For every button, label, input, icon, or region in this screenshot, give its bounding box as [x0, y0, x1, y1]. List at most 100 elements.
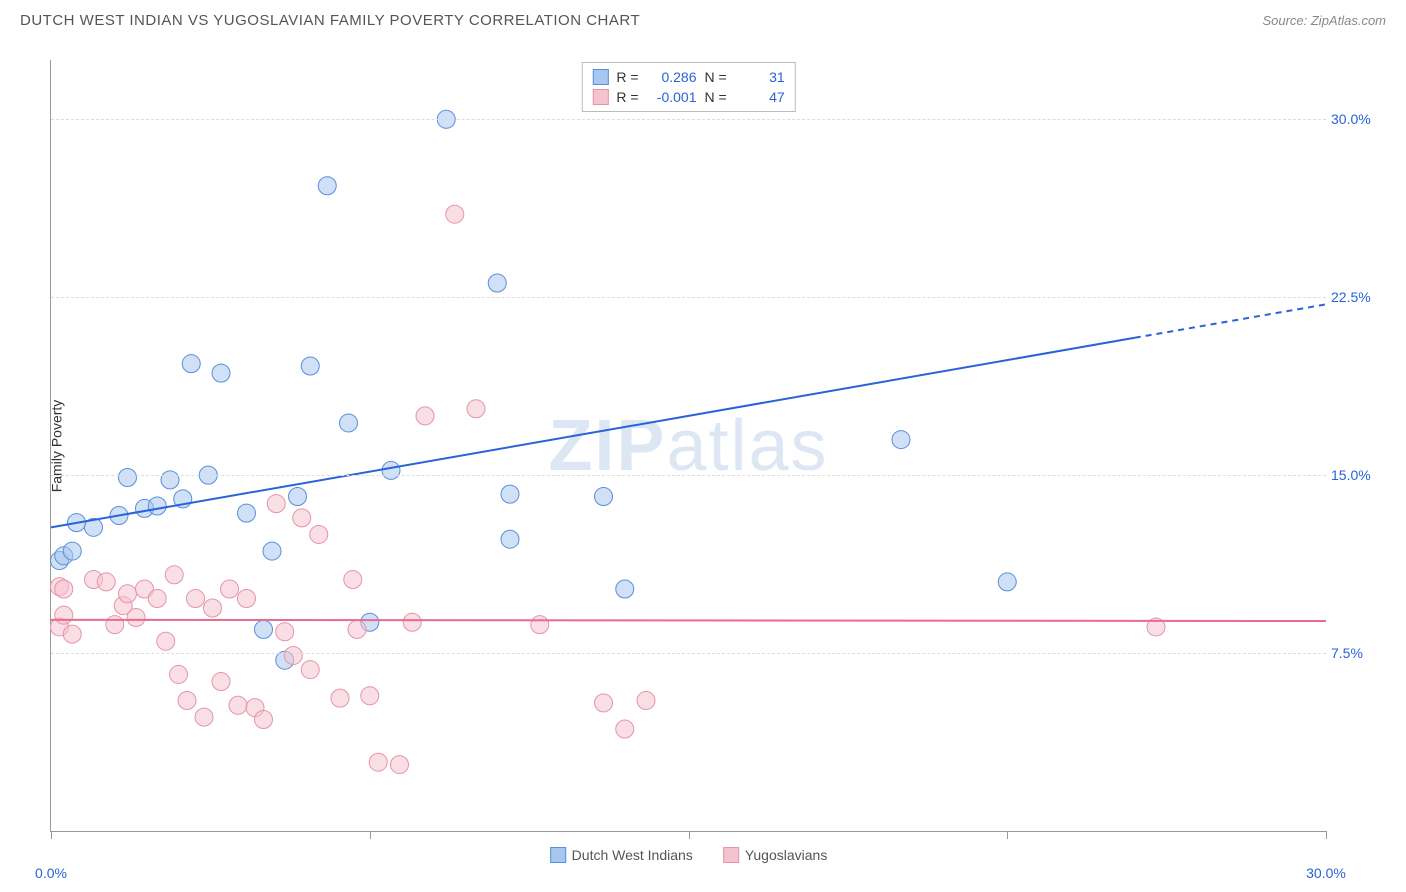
data-point: [310, 525, 328, 543]
y-tick-label: 30.0%: [1331, 111, 1386, 127]
n-label: N =: [705, 89, 727, 105]
y-tick-label: 7.5%: [1331, 645, 1386, 661]
data-point: [361, 687, 379, 705]
r-value-series1: 0.286: [647, 69, 697, 85]
data-point: [161, 471, 179, 489]
plot-area: ZIPatlas R = 0.286 N = 31 R = -0.001 N =…: [50, 60, 1326, 832]
legend-item-series2: Yugoslavians: [723, 847, 828, 863]
x-tick: [51, 831, 52, 839]
data-point: [467, 400, 485, 418]
data-point: [301, 357, 319, 375]
r-label: R =: [616, 69, 638, 85]
grid-line: [51, 297, 1326, 298]
n-label: N =: [705, 69, 727, 85]
data-point: [119, 469, 137, 487]
data-point: [369, 753, 387, 771]
data-point: [501, 530, 519, 548]
data-point: [221, 580, 239, 598]
x-tick-label: 0.0%: [35, 865, 67, 881]
data-point: [212, 364, 230, 382]
swatch-series1: [592, 69, 608, 85]
correlation-stats-box: R = 0.286 N = 31 R = -0.001 N = 47: [581, 62, 795, 112]
grid-line: [51, 119, 1326, 120]
grid-line: [51, 475, 1326, 476]
x-tick: [1326, 831, 1327, 839]
data-point: [340, 414, 358, 432]
data-point: [119, 585, 137, 603]
data-point: [55, 580, 73, 598]
data-point: [344, 571, 362, 589]
scatter-plot-svg: [51, 60, 1326, 831]
data-point: [637, 692, 655, 710]
data-point: [178, 692, 196, 710]
r-label: R =: [616, 89, 638, 105]
x-tick-label: 30.0%: [1306, 865, 1346, 881]
source-attribution: Source: ZipAtlas.com: [1262, 13, 1386, 28]
swatch-series2: [592, 89, 608, 105]
chart-legend: Dutch West Indians Yugoslavians: [550, 847, 828, 863]
n-value-series1: 31: [735, 69, 785, 85]
data-point: [391, 756, 409, 774]
data-point: [63, 542, 81, 560]
data-point: [238, 504, 256, 522]
data-point: [263, 542, 281, 560]
grid-line: [51, 653, 1326, 654]
trendline: [51, 338, 1135, 528]
trendline: [51, 620, 1326, 621]
data-point: [403, 613, 421, 631]
data-point: [238, 590, 256, 608]
stats-row-series2: R = -0.001 N = 47: [592, 87, 784, 107]
legend-item-series1: Dutch West Indians: [550, 847, 693, 863]
data-point: [331, 689, 349, 707]
data-point: [165, 566, 183, 584]
x-tick: [1007, 831, 1008, 839]
data-point: [284, 646, 302, 664]
data-point: [289, 488, 307, 506]
data-point: [229, 696, 247, 714]
data-point: [212, 673, 230, 691]
data-point: [616, 720, 634, 738]
data-point: [106, 616, 124, 634]
r-value-series2: -0.001: [647, 89, 697, 105]
data-point: [148, 497, 166, 515]
data-point: [616, 580, 634, 598]
data-point: [998, 573, 1016, 591]
y-tick-label: 22.5%: [1331, 289, 1386, 305]
data-point: [595, 488, 613, 506]
legend-label-series2: Yugoslavians: [745, 847, 828, 863]
stats-row-series1: R = 0.286 N = 31: [592, 67, 784, 87]
data-point: [531, 616, 549, 634]
data-point: [195, 708, 213, 726]
x-tick: [370, 831, 371, 839]
data-point: [170, 665, 188, 683]
data-point: [348, 620, 366, 638]
chart-title: DUTCH WEST INDIAN VS YUGOSLAVIAN FAMILY …: [20, 12, 640, 29]
data-point: [267, 495, 285, 513]
data-point: [501, 485, 519, 503]
data-point: [182, 355, 200, 373]
data-point: [416, 407, 434, 425]
n-value-series2: 47: [735, 89, 785, 105]
data-point: [187, 590, 205, 608]
data-point: [148, 590, 166, 608]
trendline-dashed: [1135, 304, 1326, 337]
data-point: [204, 599, 222, 617]
data-point: [127, 608, 145, 626]
chart-area: ZIPatlas R = 0.286 N = 31 R = -0.001 N =…: [50, 60, 1326, 832]
swatch-series1: [550, 847, 566, 863]
data-point: [55, 606, 73, 624]
data-point: [595, 694, 613, 712]
data-point: [293, 509, 311, 527]
data-point: [276, 623, 294, 641]
data-point: [63, 625, 81, 643]
data-point: [255, 711, 273, 729]
data-point: [255, 620, 273, 638]
data-point: [892, 431, 910, 449]
swatch-series2: [723, 847, 739, 863]
data-point: [382, 461, 400, 479]
data-point: [446, 205, 464, 223]
legend-label-series1: Dutch West Indians: [572, 847, 693, 863]
data-point: [318, 177, 336, 195]
y-tick-label: 15.0%: [1331, 467, 1386, 483]
data-point: [97, 573, 115, 591]
